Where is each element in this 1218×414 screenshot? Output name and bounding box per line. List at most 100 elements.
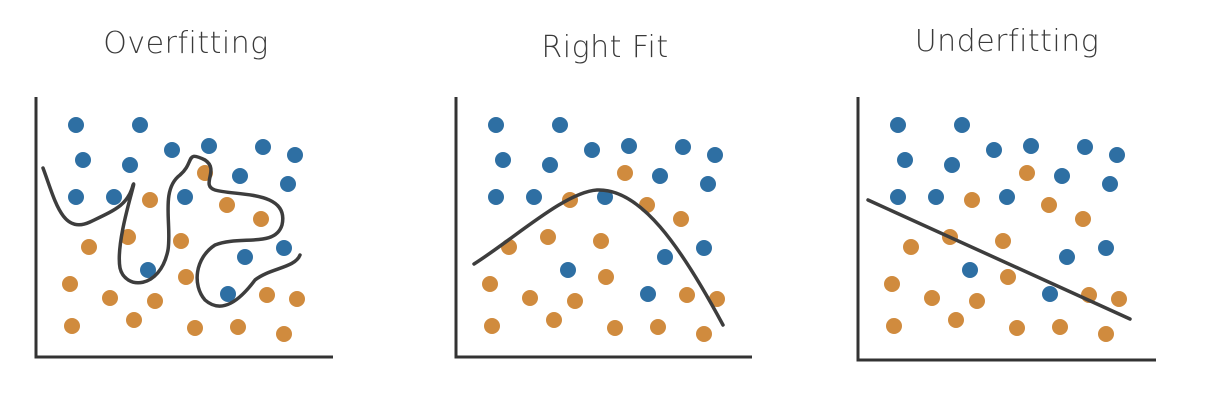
class-a-point bbox=[495, 152, 511, 168]
axes-panel-3 bbox=[856, 97, 1156, 362]
axes-panel-2 bbox=[454, 97, 752, 359]
class-b-point bbox=[995, 233, 1011, 249]
class-a-point bbox=[68, 117, 84, 133]
class-a-point bbox=[944, 157, 960, 173]
class-b-point bbox=[187, 320, 203, 336]
class-b-point bbox=[607, 320, 623, 336]
class-a-point bbox=[584, 142, 600, 158]
class-b-point bbox=[1111, 291, 1127, 307]
class-a-point bbox=[696, 240, 712, 256]
class-b-point bbox=[884, 276, 900, 292]
class-a-point bbox=[542, 157, 558, 173]
class-b-point bbox=[567, 293, 583, 309]
class-a-point bbox=[488, 189, 504, 205]
class-b-point bbox=[1009, 320, 1025, 336]
class-a-point bbox=[232, 168, 248, 184]
class-b-point bbox=[178, 269, 194, 285]
class-b-point bbox=[964, 192, 980, 208]
class-a-point bbox=[1109, 147, 1125, 163]
class-b-point bbox=[886, 318, 902, 334]
class-a-point bbox=[237, 249, 253, 265]
class-b-point bbox=[1019, 165, 1035, 181]
class-b-point bbox=[546, 312, 562, 328]
right-fit-title: Right Fit bbox=[541, 30, 669, 65]
class-a-point bbox=[177, 189, 193, 205]
class-b-point bbox=[482, 276, 498, 292]
class-a-point bbox=[986, 142, 1002, 158]
fit-curve-under bbox=[866, 198, 1132, 321]
class-b-point bbox=[1098, 326, 1114, 342]
class-b-point bbox=[522, 290, 538, 306]
class-b-point bbox=[64, 318, 80, 334]
class-b-point bbox=[230, 319, 246, 335]
class-a-point bbox=[1102, 176, 1118, 192]
class-a-point bbox=[201, 138, 217, 154]
class-a-point bbox=[657, 249, 673, 265]
class-a-point bbox=[1054, 168, 1070, 184]
class-a-point bbox=[526, 189, 542, 205]
underfitting-title: Underfitting bbox=[914, 24, 1100, 59]
class-b-point bbox=[484, 318, 500, 334]
class-a-point bbox=[928, 189, 944, 205]
class-a-point bbox=[707, 147, 723, 163]
class-a-point bbox=[106, 189, 122, 205]
class-a-point bbox=[1023, 138, 1039, 154]
class-a-point bbox=[1077, 139, 1093, 155]
class-a-point bbox=[75, 152, 91, 168]
class-a-point bbox=[640, 286, 656, 302]
class-b-point bbox=[253, 211, 269, 227]
class-b-point bbox=[696, 326, 712, 342]
overfitting-title: Overfitting bbox=[103, 26, 269, 61]
class-b-point bbox=[276, 326, 292, 342]
class-a-point bbox=[954, 117, 970, 133]
class-a-point bbox=[280, 176, 296, 192]
class-b-point bbox=[1052, 319, 1068, 335]
class-b-point bbox=[120, 229, 136, 245]
class-b-point bbox=[639, 197, 655, 213]
fit-curve-overfit bbox=[41, 154, 302, 308]
class-a-point bbox=[220, 286, 236, 302]
class-a-point bbox=[621, 138, 637, 154]
class-a-point bbox=[597, 189, 613, 205]
class-a-point bbox=[488, 117, 504, 133]
class-a-point bbox=[700, 176, 716, 192]
class-b-point bbox=[81, 239, 97, 255]
class-a-point bbox=[999, 189, 1015, 205]
class-a-point bbox=[276, 240, 292, 256]
class-a-point bbox=[140, 262, 156, 278]
class-b-point bbox=[219, 197, 235, 213]
class-b-point bbox=[62, 276, 78, 292]
class-a-point bbox=[652, 168, 668, 184]
class-a-point bbox=[132, 117, 148, 133]
class-a-point bbox=[1042, 286, 1058, 302]
axes-panel-1 bbox=[34, 97, 333, 359]
class-a-point bbox=[962, 262, 978, 278]
class-b-point bbox=[903, 239, 919, 255]
class-a-point bbox=[164, 142, 180, 158]
class-a-point bbox=[897, 152, 913, 168]
class-b-point bbox=[924, 290, 940, 306]
class-a-point bbox=[1059, 249, 1075, 265]
class-b-point bbox=[650, 319, 666, 335]
class-b-point bbox=[142, 192, 158, 208]
class-b-point bbox=[102, 290, 118, 306]
class-b-point bbox=[679, 287, 695, 303]
class-b-point bbox=[1000, 269, 1016, 285]
class-b-point bbox=[173, 233, 189, 249]
class-a-point bbox=[675, 139, 691, 155]
class-a-point bbox=[68, 189, 84, 205]
class-a-point bbox=[122, 157, 138, 173]
class-a-point bbox=[255, 139, 271, 155]
class-b-point bbox=[948, 312, 964, 328]
class-b-point bbox=[259, 287, 275, 303]
class-b-point bbox=[709, 291, 725, 307]
class-b-point bbox=[289, 291, 305, 307]
class-b-point bbox=[540, 229, 556, 245]
class-a-point bbox=[552, 117, 568, 133]
class-b-point bbox=[147, 293, 163, 309]
class-a-point bbox=[890, 117, 906, 133]
class-a-point bbox=[287, 147, 303, 163]
class-b-point bbox=[617, 165, 633, 181]
class-b-point bbox=[969, 293, 985, 309]
